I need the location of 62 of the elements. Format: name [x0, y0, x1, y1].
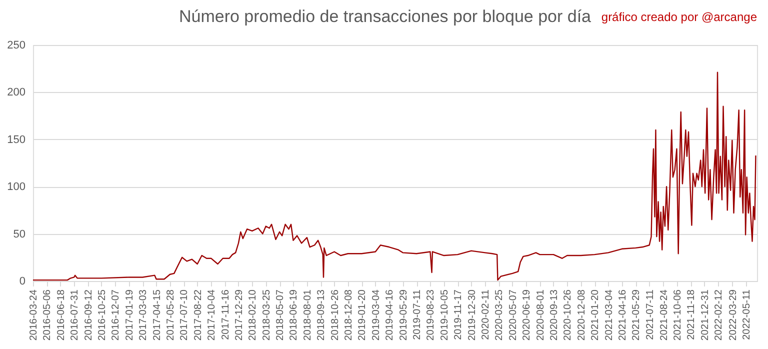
- x-tick-label: 2021-07-11: [644, 289, 656, 340]
- x-tick-label: 2016-06-18: [56, 289, 67, 341]
- x-tick-label: 2020-06-19: [522, 289, 533, 341]
- x-tick-label: 2021-08-24: [658, 289, 670, 341]
- x-tick-label: 2016-09-12: [83, 289, 94, 341]
- y-tick-label: 50: [13, 228, 26, 240]
- x-tick-label: 2017-01-19: [124, 289, 136, 341]
- y-tick-label: 100: [7, 181, 26, 194]
- x-tick-label: 2018-02-10: [248, 289, 259, 341]
- x-tick-label: 2019-08-23: [426, 289, 437, 341]
- x-tick-label: 2020-03-25: [494, 289, 506, 341]
- x-tick-label: 2021-10-06: [672, 289, 684, 341]
- x-tick-label: 2019-12-30: [466, 289, 478, 341]
- x-tick-label: 2021-11-18: [686, 289, 698, 340]
- x-tick-label: 2020-10-26: [562, 289, 574, 341]
- x-tick-label: 2020-12-08: [576, 289, 588, 341]
- x-tick-label: 2017-04-15: [152, 289, 163, 341]
- x-tick-label: 2022-05-11: [742, 289, 753, 340]
- x-tick-label: 2018-05-07: [275, 289, 286, 341]
- x-tick-label: 2020-05-07: [508, 289, 519, 341]
- x-tick-label: 2021-05-29: [631, 289, 642, 341]
- y-tick-label: 150: [7, 134, 26, 146]
- x-tick-label: 2017-03-03: [138, 289, 150, 341]
- x-tick-label: 2020-09-13: [548, 289, 560, 341]
- x-tick-label: 2020-02-11: [480, 289, 492, 340]
- x-tick-label: 2022-03-29: [728, 289, 739, 341]
- x-tick-label: 2016-10-25: [96, 289, 108, 341]
- y-tick-label: 200: [7, 86, 26, 99]
- x-tick-label: 2017-05-28: [165, 289, 176, 341]
- x-tick-label: 2018-12-08: [344, 289, 355, 341]
- x-tick-label: 2018-06-19: [288, 289, 300, 341]
- chart-title: Número promedio de transacciones por bloque por día: [178, 7, 592, 26]
- x-tick-label: 2021-12-31: [700, 289, 711, 341]
- x-tick-label: 2017-11-16: [220, 289, 232, 340]
- x-tick-label: 2018-09-13: [316, 289, 328, 341]
- x-tick-label: 2016-07-31: [70, 289, 81, 341]
- x-tick-label: 2021-04-16: [617, 289, 628, 341]
- text: gráfico creado por @arcange: [601, 10, 758, 24]
- x-tick-label: 2017-10-04: [206, 289, 218, 341]
- x-tick-label: 2019-07-11: [412, 289, 423, 340]
- x-tick-label: 2017-12-29: [234, 289, 245, 341]
- x-tick-label: 2016-12-07: [110, 289, 122, 341]
- y-tick-label: 0: [19, 276, 26, 288]
- x-tick-label: 2018-03-25: [261, 289, 272, 341]
- y-tick-label: 250: [7, 40, 26, 52]
- x-tick-label: 2019-11-17: [453, 289, 464, 340]
- x-tick-label: 2021-03-04: [604, 289, 615, 341]
- line-series: [32, 72, 756, 281]
- x-tick-label: 2016-05-06: [42, 289, 54, 341]
- x-tick-label: 2022-02-12: [714, 289, 725, 341]
- x-tick-label: 2017-08-22: [192, 289, 204, 341]
- x-tick-label: 2019-04-16: [384, 289, 396, 341]
- x-tick-label: 2019-05-29: [398, 289, 410, 341]
- x-tick-label: 2018-08-01: [302, 289, 314, 341]
- x-tick-label: 2019-01-20: [357, 289, 368, 341]
- x-tick-label: 2021-01-20: [590, 289, 602, 341]
- x-tick-label: 2017-07-10: [179, 289, 190, 341]
- x-tick-label: 2019-03-04: [370, 289, 382, 341]
- x-tick-label: 2019-10-05: [439, 289, 450, 341]
- x-tick-label: 2020-08-01: [535, 289, 546, 341]
- x-tick-label: 2018-10-26: [330, 289, 341, 341]
- x-tick-label: 2016-03-24: [28, 289, 40, 341]
